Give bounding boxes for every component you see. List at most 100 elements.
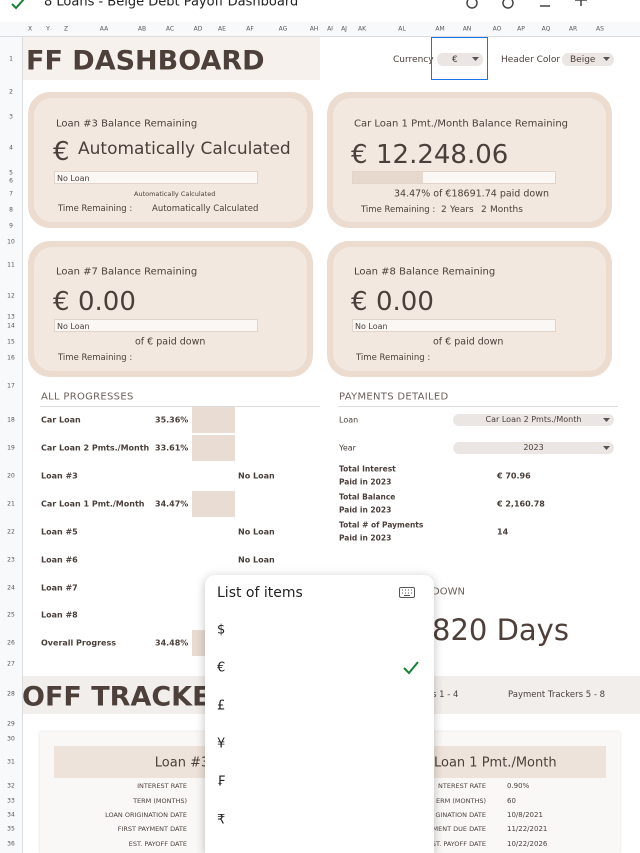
card-status: No Loan (54, 171, 258, 184)
list-item[interactable]: $ (217, 622, 226, 638)
row-header: 25 (7, 611, 15, 619)
card-amount: 12.248.06 (376, 140, 509, 170)
time-label: Time Remaining : (58, 204, 133, 214)
check-mark (403, 661, 419, 675)
row-header: 30 (7, 735, 15, 743)
stat-label: Paid in 2023 (339, 533, 392, 543)
card (327, 241, 612, 377)
card-currency: € (53, 137, 70, 167)
column-header: AP (517, 25, 525, 33)
tracker-tab[interactable]: s 1 - 4 (432, 690, 459, 700)
stat-label: Total Interest (339, 464, 396, 474)
list-item[interactable]: € (217, 660, 226, 676)
stat-label: Total # of Payments (339, 520, 424, 530)
list-item[interactable]: ₹ (217, 812, 226, 828)
card-status: No Loan (54, 319, 258, 332)
row-headers: 1 2 3 4 5 6 7 8 9 10 11 12 13 14 15 16 17 18 19 20 21 22 23 24 2… (0, 37, 23, 853)
row-header: 11 (7, 261, 15, 269)
card-title: Loan #8 Balance Remaining (354, 266, 496, 278)
column-header: AJ (341, 25, 347, 33)
row-header: 7 (9, 190, 13, 198)
progress-percent: 34.48% (155, 638, 189, 648)
months-label: Months (490, 205, 523, 215)
column-header: AL (398, 25, 406, 33)
section-title: PAYMENTS DETAILED (339, 391, 449, 403)
keyboard-icon[interactable] (399, 587, 415, 598)
stat-value: € 2,160.78 (497, 499, 545, 509)
progress-label: Loan #7 (41, 583, 78, 593)
column-header: AQ (541, 25, 551, 33)
row-header: 12 (7, 292, 15, 300)
done-icon[interactable] (10, 0, 26, 12)
list-item[interactable]: ¥ (217, 736, 226, 752)
column-header: AD (193, 25, 203, 33)
field-label: MENT DUE DATE (432, 825, 486, 833)
card-inner (333, 247, 606, 371)
card-note: of € paid down (433, 336, 504, 348)
row-header: 29 (7, 720, 15, 728)
progress-cell (192, 435, 235, 461)
field-value: 0.90% (507, 782, 530, 790)
row-header: 15 (7, 338, 15, 346)
column-header: AF (246, 25, 254, 33)
progress-percent: 33.61% (155, 443, 189, 453)
row-header: 33 (7, 797, 15, 805)
column-header: AM (435, 25, 445, 33)
column-header: AK (357, 25, 367, 33)
column-header: AB (137, 25, 147, 33)
selected-cell[interactable] (431, 37, 488, 80)
column-header: Y (46, 25, 50, 33)
loan-title: Loan 1 Pmt./Month (434, 755, 557, 771)
row-header: 5 (9, 169, 13, 177)
row-header: 31 (7, 758, 15, 766)
row-header: 18 (7, 416, 15, 424)
column-header: AS (596, 25, 604, 33)
loan-dropdown[interactable]: Car Loan 2 Pmts./Month (453, 414, 614, 426)
column-header: AN (462, 25, 472, 33)
progress-status: No Loan (238, 527, 275, 537)
list-item[interactable]: ₣ (217, 774, 226, 790)
row-header: 36 (7, 840, 15, 848)
column-header: AR (568, 25, 578, 33)
row-header: 13 (7, 313, 15, 321)
card-amount: 0.00 (78, 287, 136, 317)
progress-cell (192, 407, 235, 433)
time-value: Automatically Calculated (152, 204, 259, 214)
row-header: 28 (7, 690, 15, 698)
doc-title: 8 Loans - Beige Debt Payoff Dashboard (44, 0, 299, 10)
list-item[interactable]: £ (217, 698, 226, 714)
column-header: AC (165, 25, 175, 33)
field-label: INTEREST RATE (137, 782, 187, 790)
row-header: 17 (7, 382, 15, 390)
tracker-tab[interactable]: Payment Trackers 5 - 8 (508, 690, 605, 700)
title-band (23, 37, 320, 80)
row-header: 1 (9, 55, 13, 63)
dropdown-arrows (603, 418, 610, 450)
toolbar-icons[interactable] (464, 0, 624, 10)
row-header: 20 (7, 472, 15, 480)
card-inner (34, 98, 307, 222)
stat-label: Paid in 2023 (339, 505, 392, 515)
currency-dropdown[interactable] (437, 53, 483, 66)
column-header: AE (218, 25, 226, 33)
dashboard-title: FF DASHBOARD (26, 45, 265, 77)
year-dropdown[interactable]: 2023 (453, 442, 614, 454)
card-currency: € (53, 287, 70, 317)
row-header: 8 (9, 206, 13, 214)
column-header: Z (63, 25, 69, 33)
field-value: 10/22/2026 (507, 840, 548, 848)
countdown-value: 820 Days (432, 613, 569, 647)
progress-box (352, 171, 556, 184)
loan-title: Loan #3 (154, 755, 210, 771)
years-label: Years (450, 205, 474, 215)
card-note: 34.47% of €18691.74 paid down (394, 188, 549, 200)
field-label: FIRST PAYMENT DATE (117, 825, 187, 833)
time-label: Time Remaining : (356, 353, 431, 363)
currency-value: € (452, 55, 458, 65)
progress-percent: 35.36% (155, 415, 189, 425)
stat-value: 14 (497, 527, 509, 537)
color-dropdown[interactable] (562, 53, 614, 66)
row-header: 21 (7, 500, 15, 508)
divider (40, 406, 320, 407)
column-header: AA (99, 25, 109, 33)
